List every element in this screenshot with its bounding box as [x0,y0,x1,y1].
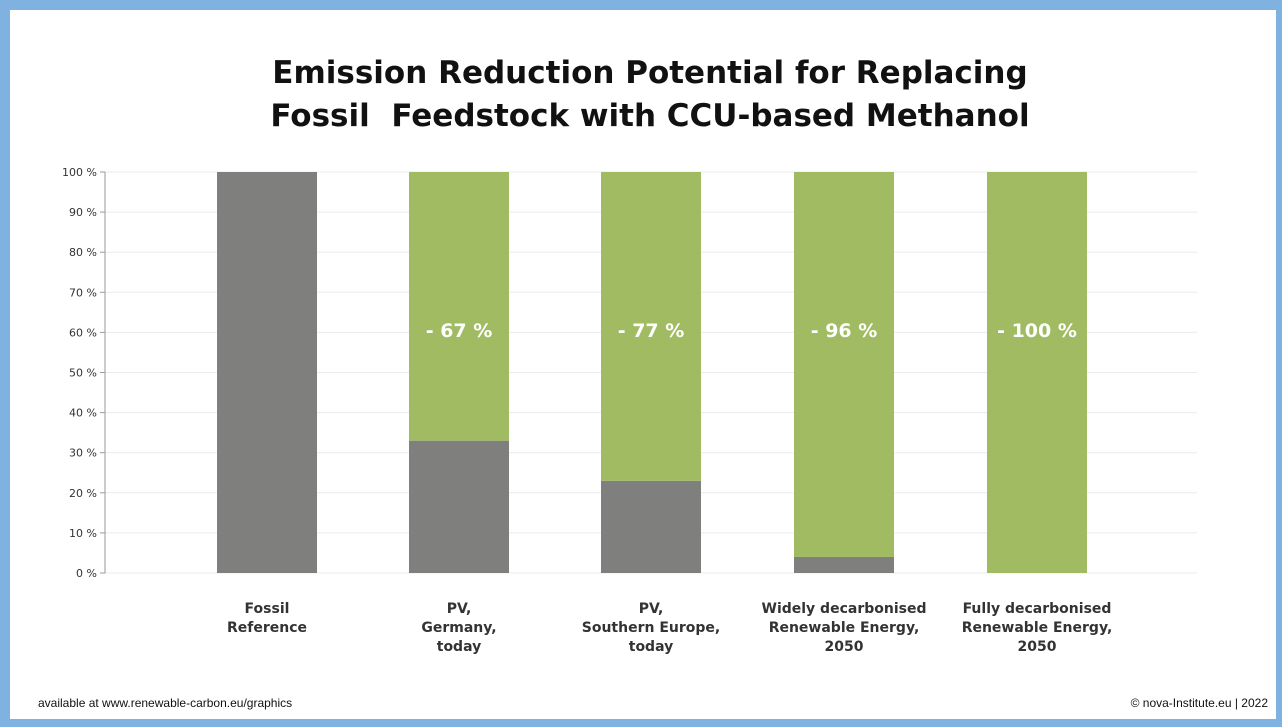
bar-segment [409,440,509,573]
bar-segment [987,172,1087,573]
bar-segment [601,480,701,573]
y-tick-label: 70 % [69,286,97,299]
value-label: - 100 % [997,320,1077,342]
source-note: available at www.renewable-carbon.eu/gra… [38,696,293,710]
x-tick-label: PV, Southern Europe, today [581,601,721,655]
y-tick-label: 20 % [69,487,97,500]
y-tick-label: 80 % [69,246,97,259]
x-tick-label: Fully decarbonised Renewable Energy, 205… [961,601,1113,655]
y-tick-label: 60 % [69,326,97,339]
x-tick-label: Fossil Reference [226,601,308,636]
bar-segment [217,172,317,573]
y-tick-label: 10 % [69,527,97,540]
value-label: - 96 % [811,320,878,342]
x-tick-label: Widely decarbonised Renewable Energy, 20… [761,601,927,655]
y-tick-label: 50 % [69,367,97,380]
bar-segment [601,172,701,481]
y-tick-label: 100 % [62,166,97,179]
copyright: © nova-Institute.eu | 2022 [1130,696,1268,710]
value-label: - 77 % [618,320,685,342]
value-label: - 67 % [426,320,493,342]
bar-segment [794,172,894,557]
chart-title: Emission Reduction Potential for Replaci… [270,55,1030,134]
bar-segment [409,172,509,441]
x-tick-label: PV, Germany, today [421,601,497,655]
y-tick-label: 0 % [76,567,97,580]
bar-segment [794,556,894,573]
y-tick-label: 40 % [69,407,97,420]
y-tick-label: 30 % [69,447,97,460]
y-tick-label: 90 % [69,206,97,219]
